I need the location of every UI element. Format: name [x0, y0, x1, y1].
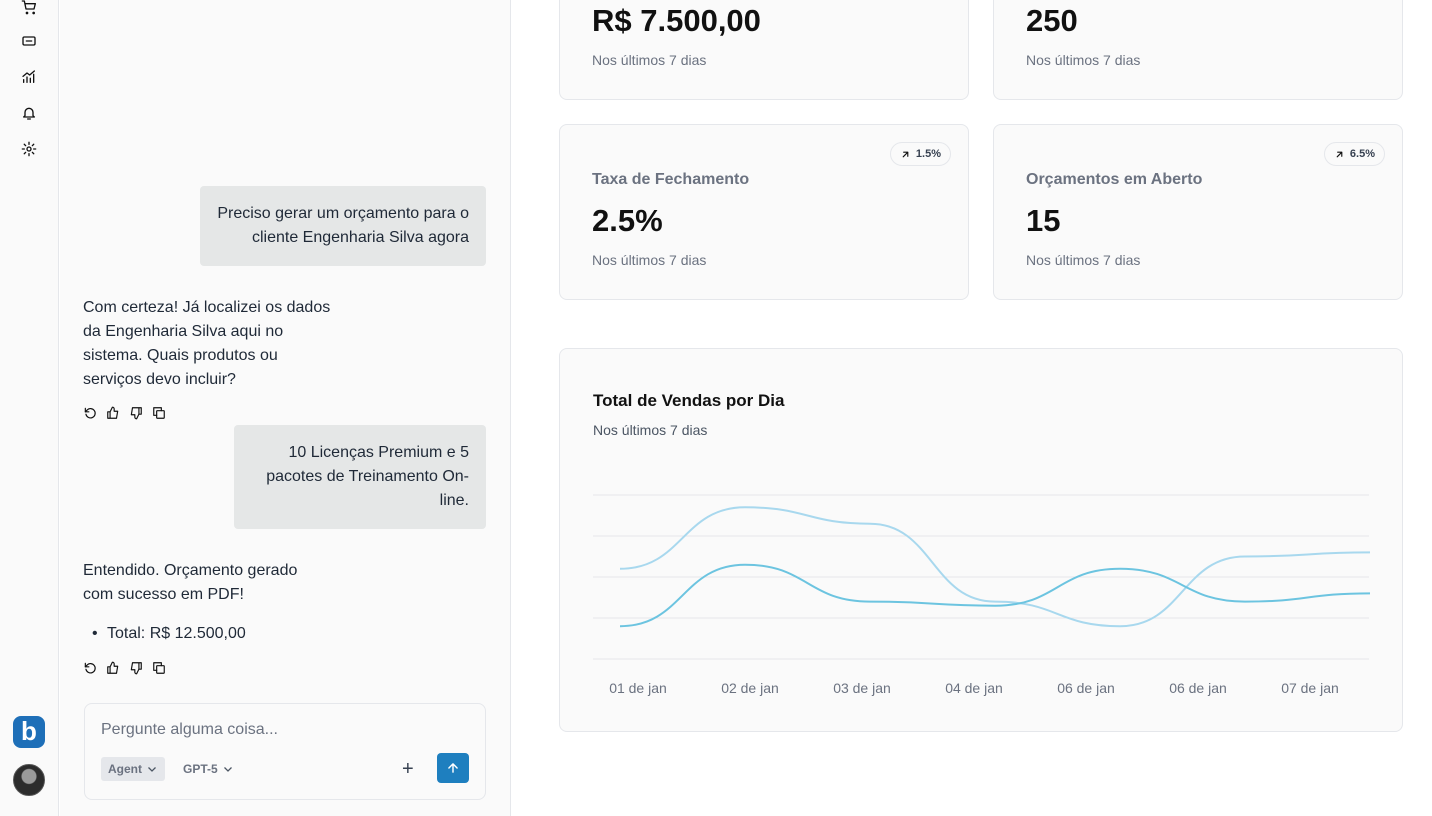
user-message: 10 Licenças Premium e 5 pacotes de Trein…: [234, 425, 486, 529]
kpi-value: R$ 7.500,00: [592, 3, 761, 38]
user-avatar[interactable]: [13, 764, 45, 796]
sales-chart-card: Total de Vendas por Dia Nos últimos 7 di…: [559, 348, 1403, 732]
trend-value: 6.5%: [1349, 148, 1375, 160]
x-tick-label: 02 de jan: [721, 680, 779, 696]
trend-value: 1.5%: [915, 148, 941, 160]
chart-subtitle: Nos últimos 7 dias: [593, 422, 708, 438]
bell-icon[interactable]: [18, 102, 40, 124]
copy-icon[interactable]: [152, 661, 166, 675]
series-line-1: [619, 506, 1371, 628]
assistant-message: Entendido. Orçamento gerado com sucesso …: [83, 562, 298, 603]
message-actions: [83, 406, 166, 420]
kpi-period: Nos últimos 7 dias: [1026, 52, 1141, 68]
thumbs-down-icon[interactable]: [129, 406, 143, 420]
chat-input[interactable]: [101, 721, 461, 739]
send-button[interactable]: [437, 753, 469, 783]
trend-badge: 1.5%: [889, 142, 951, 166]
thumbs-up-icon[interactable]: [106, 406, 120, 420]
kpi-card-count: 250 Nos últimos 7 dias: [993, 0, 1403, 100]
x-tick-label: 03 de jan: [833, 680, 891, 696]
thumbs-down-icon[interactable]: [129, 661, 143, 675]
list-item: Total: R$ 12.500,00: [92, 622, 246, 646]
chevron-down-icon: [223, 767, 232, 772]
chat-panel: Preciso gerar um orçamento para o client…: [60, 0, 511, 816]
regenerate-icon[interactable]: [83, 406, 97, 420]
settings-icon[interactable]: [18, 138, 40, 160]
arrow-up-right-icon: [1336, 151, 1343, 157]
x-tick-label: 06 de jan: [1057, 680, 1115, 696]
arrow-up-icon: [448, 763, 458, 773]
arrow-up-right-icon: [902, 151, 909, 157]
assistant-message: Com certeza! Já localizei os dados da En…: [83, 299, 331, 388]
left-rail: b: [0, 0, 59, 816]
model-label: GPT-5: [183, 762, 218, 776]
user-message: Preciso gerar um orçamento para o client…: [200, 186, 486, 266]
message-actions: [83, 661, 166, 675]
x-tick-label: 06 de jan: [1169, 680, 1227, 696]
regenerate-icon[interactable]: [83, 661, 97, 675]
kpi-period: Nos últimos 7 dias: [592, 52, 707, 68]
mode-select[interactable]: Agent: [101, 757, 165, 781]
kpi-title: Orçamentos em Aberto: [1026, 171, 1203, 188]
kpi-card-closing-rate: 1.5% Taxa de Fechamento 2.5% Nos últimos…: [559, 124, 969, 300]
kpi-card-revenue: R$ 7.500,00 Nos últimos 7 dias: [559, 0, 969, 100]
chat-composer: Agent GPT-5 +: [84, 703, 486, 800]
model-select[interactable]: GPT-5: [176, 757, 241, 781]
kpi-period: Nos últimos 7 dias: [1026, 252, 1141, 268]
x-tick-label: 01 de jan: [609, 680, 667, 696]
chart-title: Total de Vendas por Dia: [593, 391, 785, 410]
x-tick-label: 04 de jan: [945, 680, 1003, 696]
analytics-icon[interactable]: [18, 66, 40, 88]
brand-logo[interactable]: b: [13, 716, 45, 748]
sales-line-chart: 01 de jan 02 de jan 03 de jan 04 de jan 06 d…: [593, 494, 1371, 696]
series-line-2: [619, 563, 1371, 628]
kpi-value: 250: [1026, 3, 1078, 38]
mode-label: Agent: [108, 762, 142, 776]
cart-icon[interactable]: [18, 0, 40, 18]
kpi-title: Taxa de Fechamento: [592, 171, 750, 188]
thumbs-up-icon[interactable]: [106, 661, 120, 675]
ticket-icon[interactable]: [18, 30, 40, 52]
kpi-value: 15: [1026, 203, 1061, 238]
copy-icon[interactable]: [152, 406, 166, 420]
kpi-card-open-quotes: 6.5% Orçamentos em Aberto 15 Nos últimos…: [993, 124, 1403, 300]
x-tick-label: 07 de jan: [1281, 680, 1339, 696]
chevron-down-icon: [148, 767, 156, 772]
kpi-value: 2.5%: [592, 203, 663, 238]
trend-badge: 6.5%: [1323, 142, 1385, 166]
add-attachment-icon[interactable]: +: [402, 758, 414, 780]
kpi-period: Nos últimos 7 dias: [592, 252, 707, 268]
